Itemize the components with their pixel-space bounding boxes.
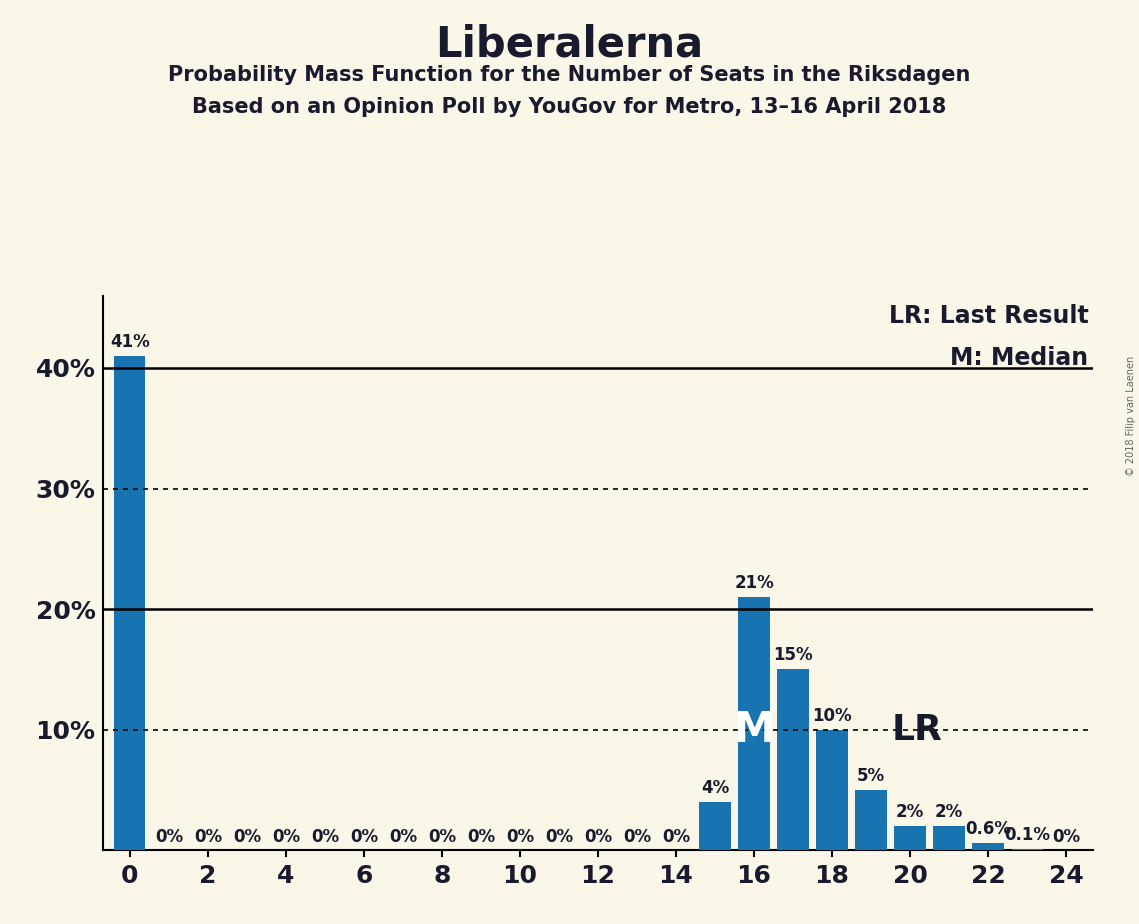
Bar — [934, 826, 965, 850]
Text: 0%: 0% — [662, 828, 690, 845]
Text: 0%: 0% — [272, 828, 300, 845]
Text: 0%: 0% — [506, 828, 534, 845]
Bar — [778, 669, 809, 850]
Text: 0%: 0% — [467, 828, 495, 845]
Text: 5%: 5% — [857, 767, 885, 785]
Text: 0%: 0% — [584, 828, 612, 845]
Text: 0%: 0% — [350, 828, 378, 845]
Text: 0.6%: 0.6% — [965, 820, 1011, 838]
Text: 2%: 2% — [896, 803, 924, 821]
Text: 0.1%: 0.1% — [1005, 826, 1050, 844]
Text: 2%: 2% — [935, 803, 964, 821]
Text: 0%: 0% — [194, 828, 222, 845]
Text: Based on an Opinion Poll by YouGov for Metro, 13–16 April 2018: Based on an Opinion Poll by YouGov for M… — [192, 97, 947, 117]
Bar — [894, 826, 926, 850]
Text: 0%: 0% — [1052, 828, 1080, 845]
Text: 0%: 0% — [155, 828, 183, 845]
Text: 0%: 0% — [311, 828, 339, 845]
Bar — [114, 356, 146, 850]
Bar — [855, 790, 886, 850]
Text: Probability Mass Function for the Number of Seats in the Riksdagen: Probability Mass Function for the Number… — [169, 65, 970, 85]
Bar — [699, 802, 730, 850]
Text: LR: LR — [892, 712, 942, 747]
Text: M: M — [734, 709, 775, 750]
Text: 21%: 21% — [735, 574, 773, 592]
Bar — [817, 730, 847, 850]
Text: 10%: 10% — [812, 707, 852, 724]
Text: 0%: 0% — [232, 828, 261, 845]
Text: 0%: 0% — [623, 828, 652, 845]
Text: LR: Last Result: LR: Last Result — [888, 304, 1089, 328]
Text: 0%: 0% — [388, 828, 417, 845]
Text: 41%: 41% — [110, 334, 149, 351]
Text: Liberalerna: Liberalerna — [435, 23, 704, 65]
Bar — [1011, 849, 1042, 850]
Text: M: Median: M: Median — [950, 346, 1089, 370]
Text: © 2018 Filip van Laenen: © 2018 Filip van Laenen — [1126, 356, 1136, 476]
Text: 15%: 15% — [773, 647, 813, 664]
Bar — [738, 597, 770, 850]
Text: 0%: 0% — [428, 828, 456, 845]
Text: 4%: 4% — [700, 779, 729, 797]
Bar — [973, 843, 1003, 850]
Text: 0%: 0% — [544, 828, 573, 845]
